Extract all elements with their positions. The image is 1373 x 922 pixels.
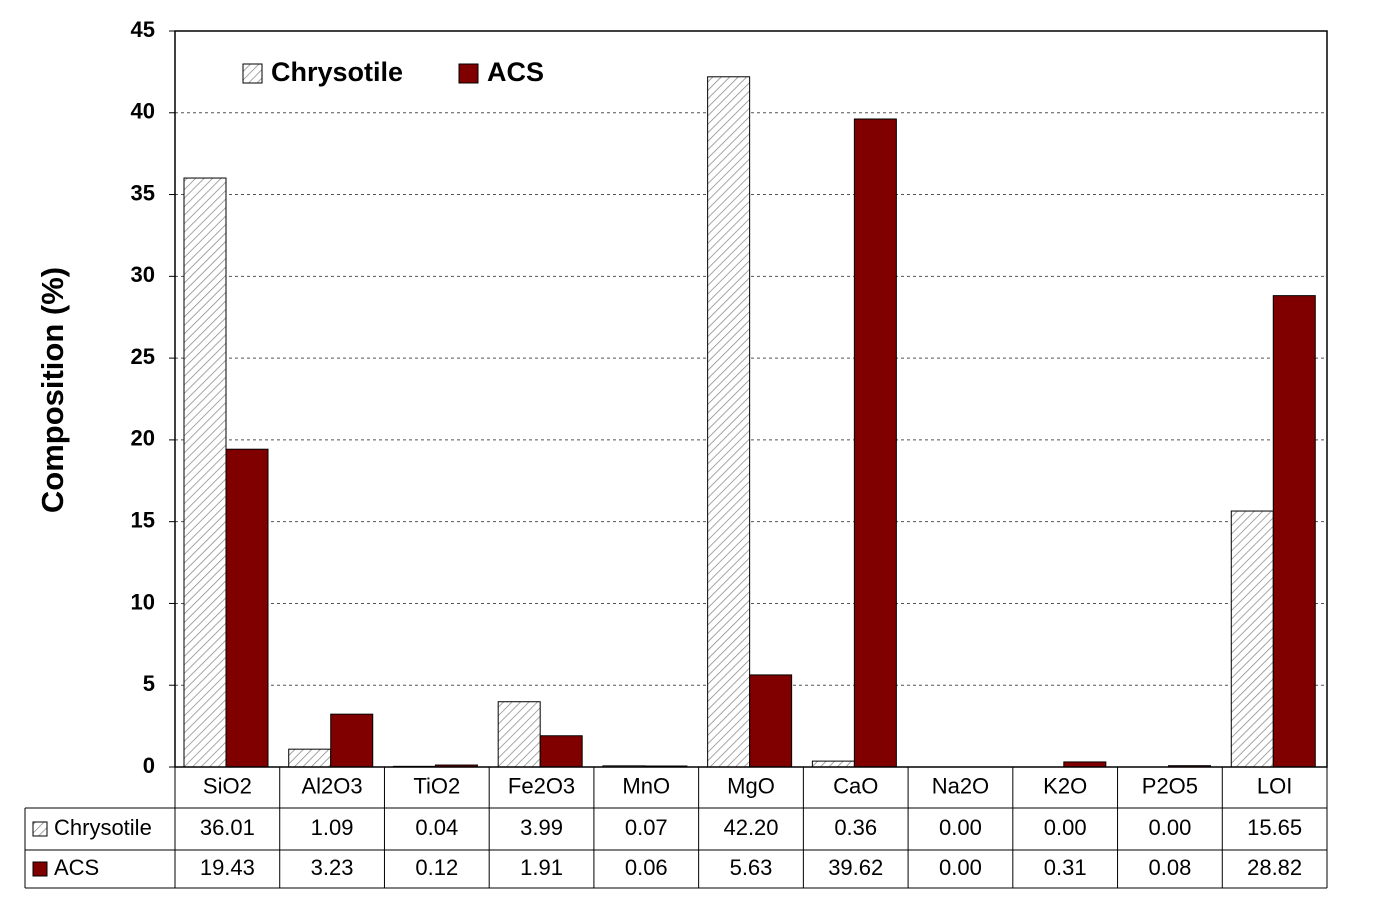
bar — [183, 177, 227, 768]
bar — [1230, 510, 1274, 768]
table-series-name: ACS — [54, 855, 99, 880]
table-cell: 0.06 — [625, 855, 668, 880]
table-cell: 0.08 — [1148, 855, 1191, 880]
y-tick-label: 25 — [131, 344, 155, 369]
x-tick-label: Na2O — [932, 773, 989, 798]
table-cell: 0.12 — [415, 855, 458, 880]
bar — [811, 760, 855, 768]
y-tick-label: 0 — [143, 753, 155, 778]
table-series-name: Chrysotile — [54, 815, 152, 840]
table-cell: 1.09 — [311, 815, 354, 840]
bar — [288, 748, 332, 768]
bar — [749, 674, 793, 768]
y-tick-label: 20 — [131, 426, 155, 451]
table-cell: 1.91 — [520, 855, 563, 880]
legend-label: ACS — [487, 57, 544, 87]
y-tick-label: 40 — [131, 99, 155, 124]
table-cell: 0.00 — [1044, 815, 1087, 840]
x-tick-label: MnO — [622, 773, 670, 798]
table-cell: 3.23 — [311, 855, 354, 880]
table-cell: 5.63 — [730, 855, 773, 880]
x-tick-label: Fe2O3 — [508, 773, 575, 798]
y-tick-label: 15 — [131, 507, 155, 532]
table-cell: 42.20 — [723, 815, 778, 840]
x-tick-label: MgO — [727, 773, 775, 798]
bar — [225, 448, 269, 768]
table-cell: 0.00 — [939, 855, 982, 880]
plot-area — [175, 31, 1327, 767]
bar — [330, 713, 374, 768]
legend-swatch — [458, 63, 479, 84]
y-tick-label: 45 — [131, 17, 155, 42]
y-tick-label: 30 — [131, 262, 155, 287]
bar — [539, 735, 583, 768]
bar — [707, 76, 751, 768]
bar — [1063, 761, 1107, 768]
table-cell: 19.43 — [200, 855, 255, 880]
table-cell: 0.00 — [1148, 815, 1191, 840]
table-cell: 36.01 — [200, 815, 255, 840]
table-cell: 3.99 — [520, 815, 563, 840]
legend-swatch — [242, 63, 263, 84]
table-cell: 0.00 — [939, 815, 982, 840]
y-tick-label: 5 — [143, 671, 155, 696]
table-cell: 15.65 — [1247, 815, 1302, 840]
y-tick-label: 10 — [131, 589, 155, 614]
table-swatch — [32, 861, 48, 877]
table-cell: 28.82 — [1247, 855, 1302, 880]
table-swatch — [32, 821, 48, 837]
table-cell: 0.07 — [625, 815, 668, 840]
bar — [853, 118, 897, 768]
y-tick-label: 35 — [131, 180, 155, 205]
table-cell: 39.62 — [828, 855, 883, 880]
table-cell: 0.31 — [1044, 855, 1087, 880]
x-tick-label: LOI — [1257, 773, 1292, 798]
x-tick-label: P2O5 — [1142, 773, 1198, 798]
legend-label: Chrysotile — [271, 57, 403, 87]
x-tick-label: K2O — [1043, 773, 1087, 798]
x-tick-label: SiO2 — [203, 773, 252, 798]
x-tick-label: Al2O3 — [302, 773, 363, 798]
y-axis-label: Composition (%) — [35, 267, 70, 513]
table-cell: 0.36 — [834, 815, 877, 840]
table-cell: 0.04 — [415, 815, 458, 840]
x-tick-label: TiO2 — [413, 773, 460, 798]
bar — [497, 701, 541, 768]
x-tick-label: CaO — [833, 773, 878, 798]
bar — [1272, 295, 1316, 768]
